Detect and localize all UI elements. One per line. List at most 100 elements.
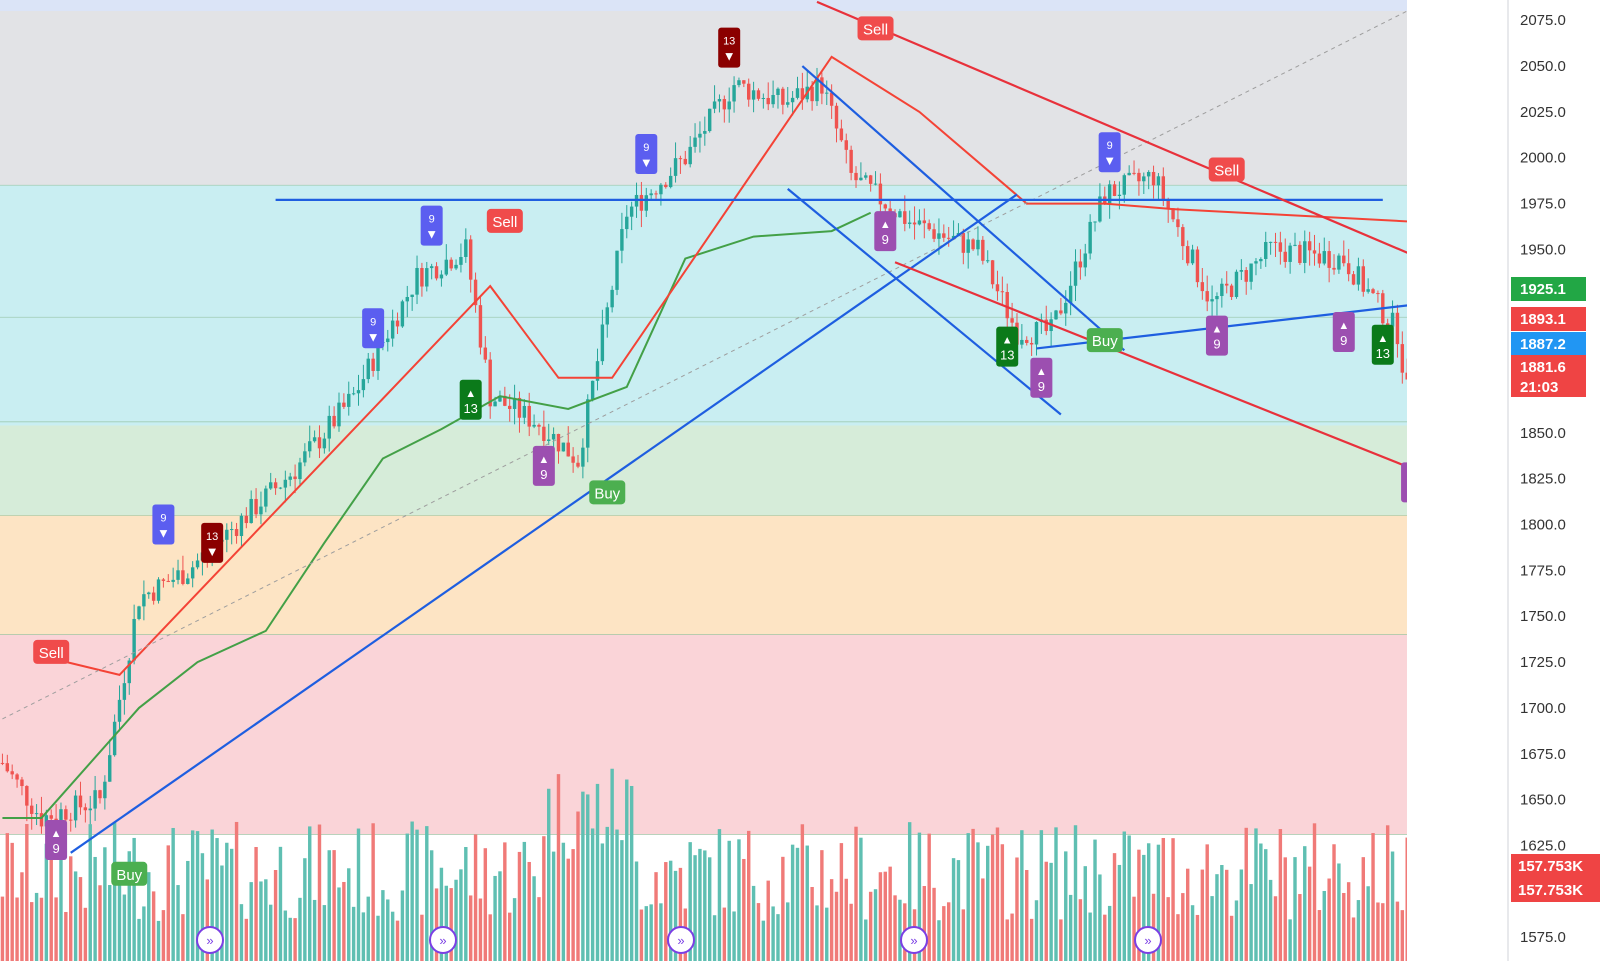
candle-body xyxy=(532,424,536,427)
volume-bar xyxy=(1366,886,1370,961)
candle-body xyxy=(1068,285,1073,303)
candle-body xyxy=(234,529,239,537)
count-box xyxy=(1205,315,1228,356)
count-arrow: ▲ xyxy=(1002,335,1013,347)
candle-body xyxy=(39,813,44,827)
candle-body xyxy=(1005,292,1009,319)
count-9-label: 9▼ xyxy=(362,308,385,349)
signal-text: Sell xyxy=(1214,163,1239,180)
volume-bar xyxy=(1268,879,1273,961)
marker-circle xyxy=(900,926,928,954)
candle-body xyxy=(825,92,829,94)
candle-body xyxy=(1093,221,1097,223)
volume-bar xyxy=(761,920,766,961)
candle-body xyxy=(737,80,741,86)
volume-bar xyxy=(771,906,775,961)
zone-band xyxy=(0,185,1407,426)
candle-body xyxy=(859,177,863,181)
candle-body xyxy=(1054,310,1058,320)
count-arrow: ▲ xyxy=(1212,324,1223,336)
volume-bar xyxy=(151,891,156,961)
candle-body xyxy=(1395,312,1400,345)
volume-bar xyxy=(751,885,756,961)
volume-bar xyxy=(181,914,185,961)
volume-bar xyxy=(25,824,29,961)
count-9-label: 9▼ xyxy=(635,134,658,175)
candle-body xyxy=(586,399,590,448)
candle-body xyxy=(298,462,302,480)
volume-bar xyxy=(976,842,980,961)
candle-body xyxy=(927,223,931,230)
signal-buy-label: Buy xyxy=(589,480,626,505)
volume-bar xyxy=(78,877,83,961)
candle-body xyxy=(73,795,78,821)
volume-bar xyxy=(278,846,283,961)
candle-body xyxy=(88,808,92,811)
volume-bar xyxy=(293,918,297,961)
candle-body xyxy=(1122,175,1126,195)
volume-bar xyxy=(186,860,190,961)
candle-body xyxy=(1244,270,1248,282)
candle-body xyxy=(522,405,527,418)
volume-bar xyxy=(1015,857,1019,961)
candle-body xyxy=(1342,255,1346,264)
candle-body xyxy=(29,805,34,814)
count-text: ▼ xyxy=(157,526,170,541)
volume-bar xyxy=(303,858,307,961)
volume-bar xyxy=(566,858,570,961)
volume-bar xyxy=(1312,823,1317,961)
price-label: 1881.6 21:03 xyxy=(1511,355,1586,397)
candle-body xyxy=(1020,339,1024,345)
candle-body xyxy=(337,402,341,427)
candle-body xyxy=(112,721,117,756)
candle-body xyxy=(1025,339,1029,343)
price-label-text: 1887.2 xyxy=(1520,336,1566,353)
volume-bar xyxy=(1181,893,1185,961)
volume-bar xyxy=(454,879,458,961)
volume-bar xyxy=(190,830,195,961)
volume-bar xyxy=(873,889,878,961)
volume-bar xyxy=(825,907,829,961)
signal-text: Sell xyxy=(863,21,888,38)
volume-bar xyxy=(1083,866,1087,961)
candle-body xyxy=(1044,319,1048,332)
candle-body xyxy=(1268,241,1273,243)
count-box xyxy=(718,27,741,68)
volume-bar xyxy=(1205,844,1209,961)
candle-body xyxy=(512,397,517,409)
candle-body xyxy=(771,94,775,105)
signal-sell-label: Sell xyxy=(486,208,523,233)
volume-bar xyxy=(361,912,366,961)
signal-text: Sell xyxy=(492,214,517,231)
candle-body xyxy=(317,437,322,449)
count-box xyxy=(201,522,224,563)
candle-body xyxy=(268,482,273,489)
candle-body xyxy=(781,88,785,105)
candle-body xyxy=(615,250,619,290)
volume-bar xyxy=(1005,919,1009,961)
volume-bar xyxy=(1190,905,1195,961)
volume-bar xyxy=(1010,913,1014,961)
count-arrow: ▲ xyxy=(1036,366,1047,378)
y-tick-label: 2050.0 xyxy=(1520,58,1566,75)
volume-bar xyxy=(717,829,722,961)
candle-body xyxy=(717,99,722,102)
candle-body xyxy=(1229,285,1234,297)
volume-bar xyxy=(1132,896,1136,961)
candle-body xyxy=(161,579,166,581)
volume-label-text: 157.753K xyxy=(1518,858,1583,875)
count-text: 9 xyxy=(1038,379,1045,394)
volume-bar xyxy=(381,890,385,961)
y-tick-label: 1675.0 xyxy=(1520,746,1566,763)
signal-text: Buy xyxy=(1092,333,1118,350)
candle-body xyxy=(1366,289,1370,292)
volume-bar xyxy=(698,848,702,961)
candle-body xyxy=(610,289,614,308)
volume-bar xyxy=(83,907,88,961)
volume-bar xyxy=(273,870,278,961)
count-text: 13 xyxy=(1000,348,1014,363)
candle-body xyxy=(1249,263,1253,282)
volume-bar xyxy=(1298,894,1302,961)
count-box xyxy=(532,445,555,486)
